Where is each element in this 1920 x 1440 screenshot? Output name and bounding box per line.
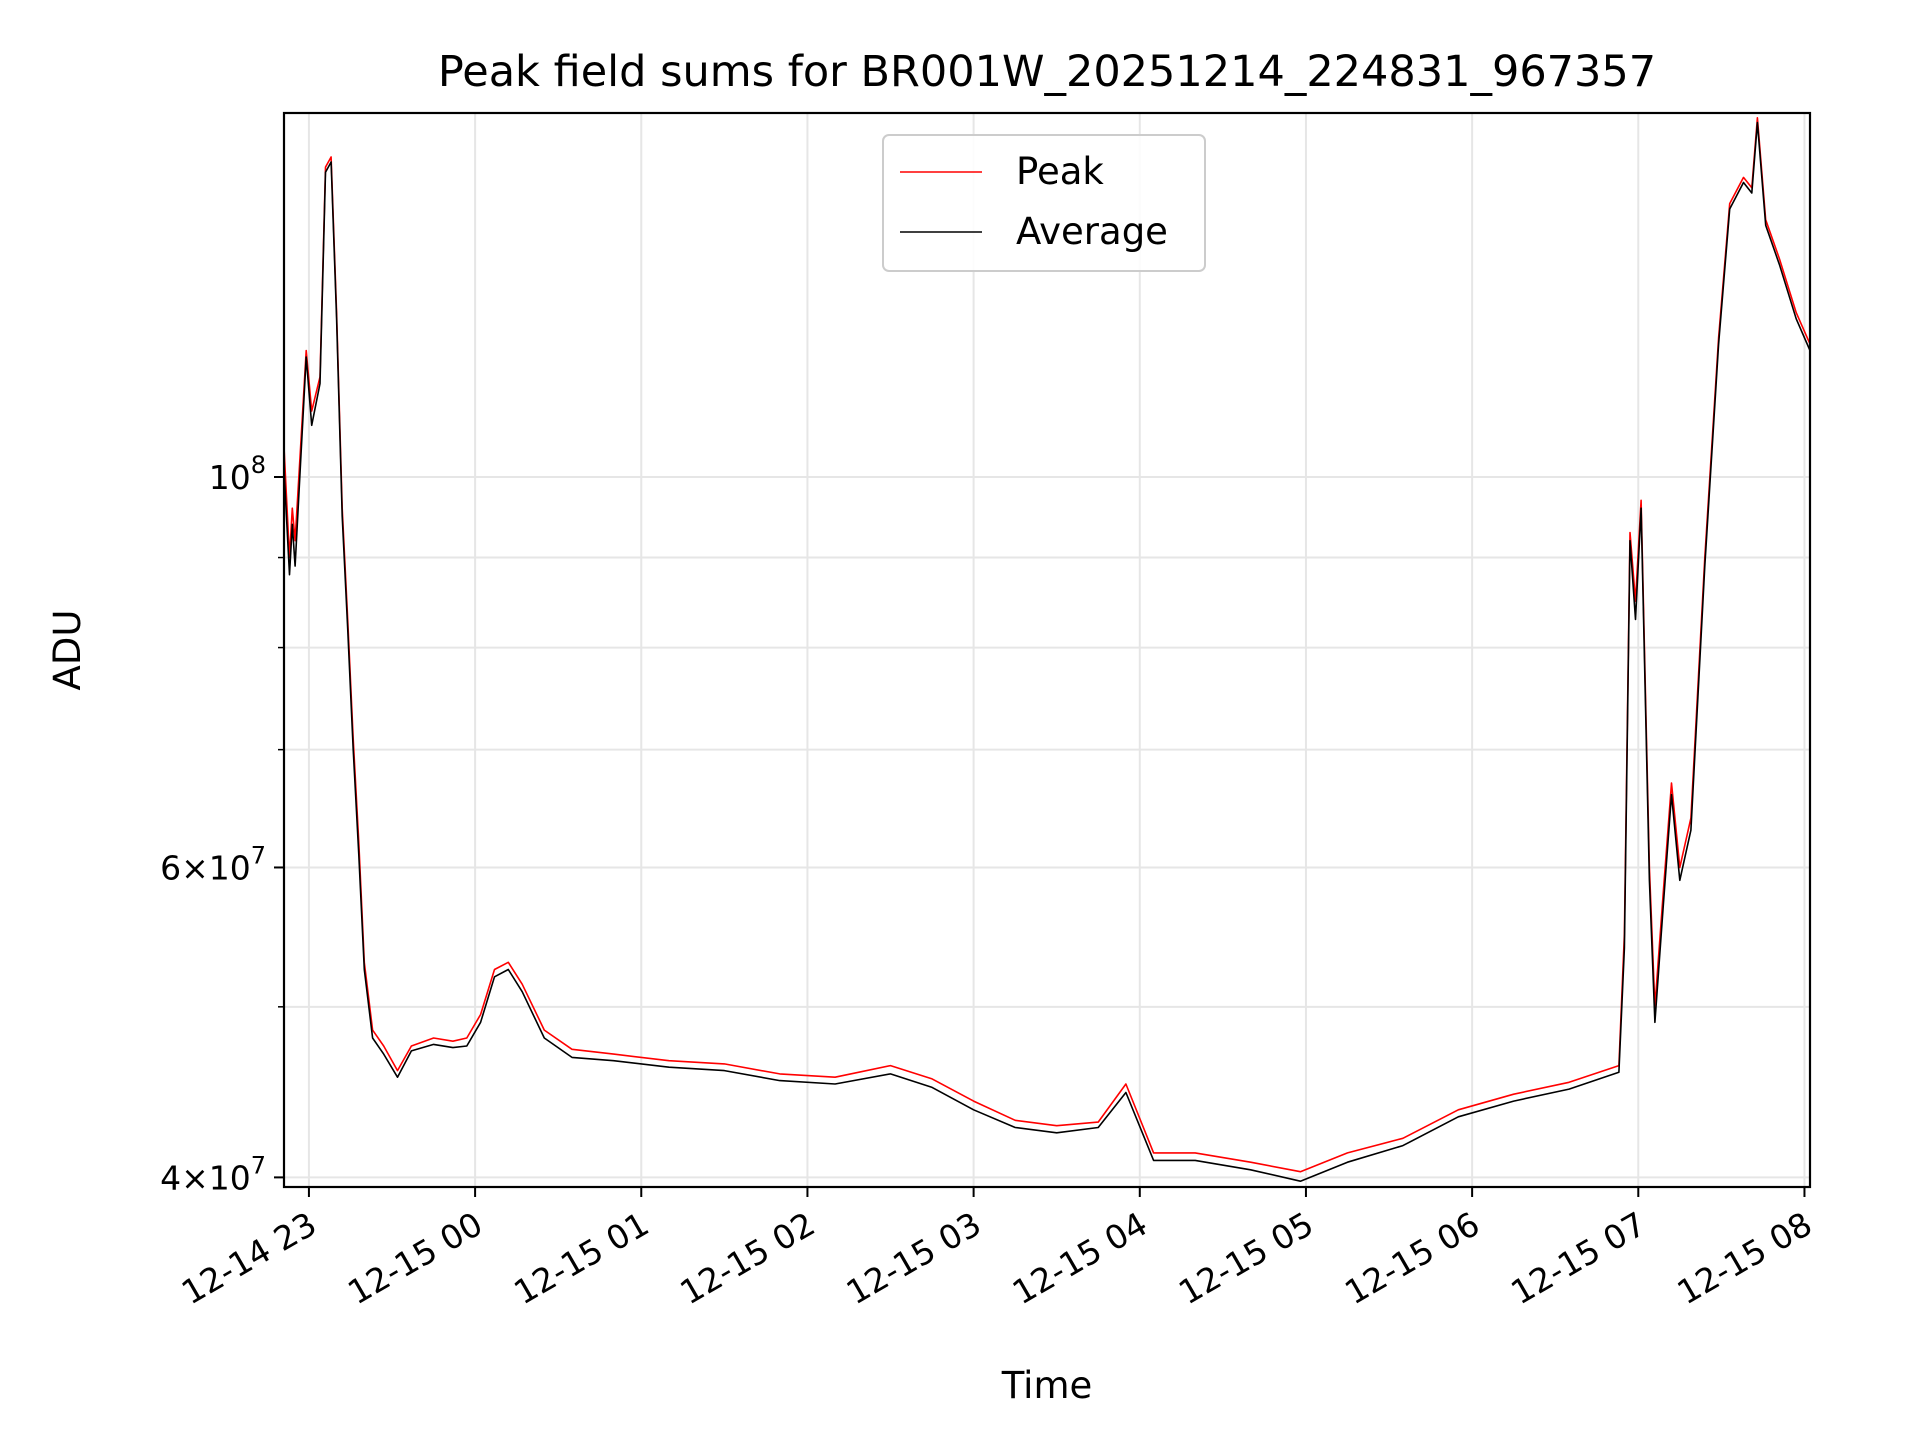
series-line-average [283, 121, 1811, 1182]
legend-label-peak: Peak [1016, 150, 1104, 193]
chart-title: Peak field sums for BR001W_20251214_2248… [438, 47, 1656, 97]
legend-box [882, 134, 1206, 272]
legend-label-average: Average [1016, 210, 1168, 253]
y-tick-label: 6×107 [160, 841, 266, 887]
y-axis-label: ADU [46, 610, 89, 691]
legend: Peak Average [882, 134, 1206, 272]
grid [284, 113, 1810, 1187]
x-axis-label: Time [1001, 1364, 1093, 1407]
series-layer [283, 117, 1811, 1182]
plot-frame [282, 111, 1812, 1189]
y-tick-label: 4×107 [160, 1151, 266, 1197]
